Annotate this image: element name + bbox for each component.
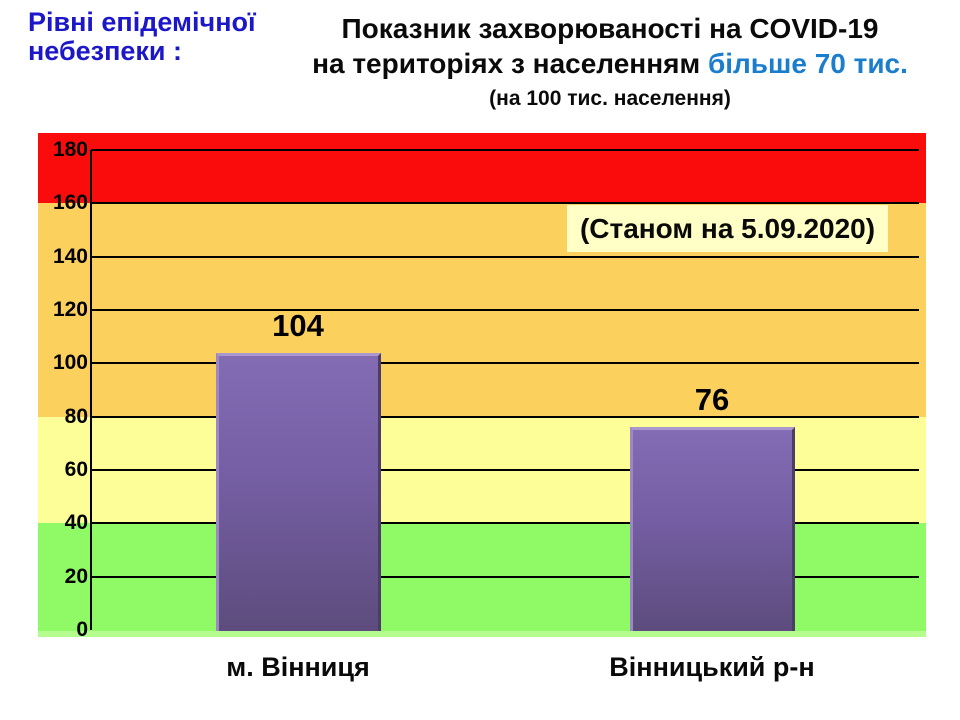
- y-tick-label-180: 180: [52, 138, 88, 161]
- danger-levels-heading-line2: небезпеки :: [28, 36, 183, 67]
- chart-title: Показник захворюваності на COVID-19 на т…: [250, 12, 960, 112]
- chart-title-line2-black: на територіях з населенням: [312, 47, 708, 79]
- red-zone: [38, 133, 926, 204]
- bar-value-label-0: 104: [272, 307, 324, 343]
- danger-levels-heading: Рівні епідемічної небезпеки :: [28, 7, 298, 67]
- status-date-badge: (Станом на 5.09.2020): [567, 205, 888, 252]
- y-tick-label-80: 80: [64, 404, 88, 428]
- chart-title-line2-highlight: більше 70 тис.: [707, 47, 908, 79]
- bar-value-label-1: 76: [694, 382, 730, 418]
- gridline-40: [91, 522, 919, 525]
- y-tick-label-120: 120: [52, 298, 88, 321]
- danger-levels-heading-line1: Рівні епідемічної: [28, 7, 256, 37]
- y-tick-label-0: 0: [76, 618, 88, 641]
- bar-0: [215, 352, 381, 631]
- gridline-140: [91, 255, 919, 258]
- chart-title-line1: Показник захворюваності на COVID-19: [341, 13, 879, 44]
- chart-title-line2: на територіях з населенням більше 70 тис…: [250, 46, 960, 81]
- gridline-160: [91, 202, 919, 205]
- y-tick-label-60: 60: [64, 458, 88, 481]
- gridline-180: [91, 149, 919, 151]
- category-label-0: м. Вінниця: [226, 652, 370, 682]
- bar-1: [629, 427, 795, 631]
- baseline-strip: [38, 631, 926, 637]
- y-tick-label-40: 40: [64, 511, 88, 535]
- gridline-80: [91, 415, 919, 418]
- category-label-1: Вінницький р-н: [609, 652, 815, 682]
- gridline-60: [91, 469, 919, 471]
- gridline-20: [91, 575, 919, 578]
- y-axis-line: [90, 150, 92, 630]
- y-tick-label-160: 160: [52, 191, 88, 215]
- gridline-100: [91, 362, 919, 365]
- y-tick-label-20: 20: [64, 564, 88, 588]
- y-tick-label-140: 140: [52, 244, 88, 268]
- y-tick-label-100: 100: [52, 351, 88, 375]
- chart-subtitle: (на 100 тис. населення): [489, 86, 731, 110]
- bar-chart: 0 20 40 60 80 100 120 140 160 180 (Станом на 5.09…: [38, 133, 926, 641]
- gridline-120: [91, 309, 919, 311]
